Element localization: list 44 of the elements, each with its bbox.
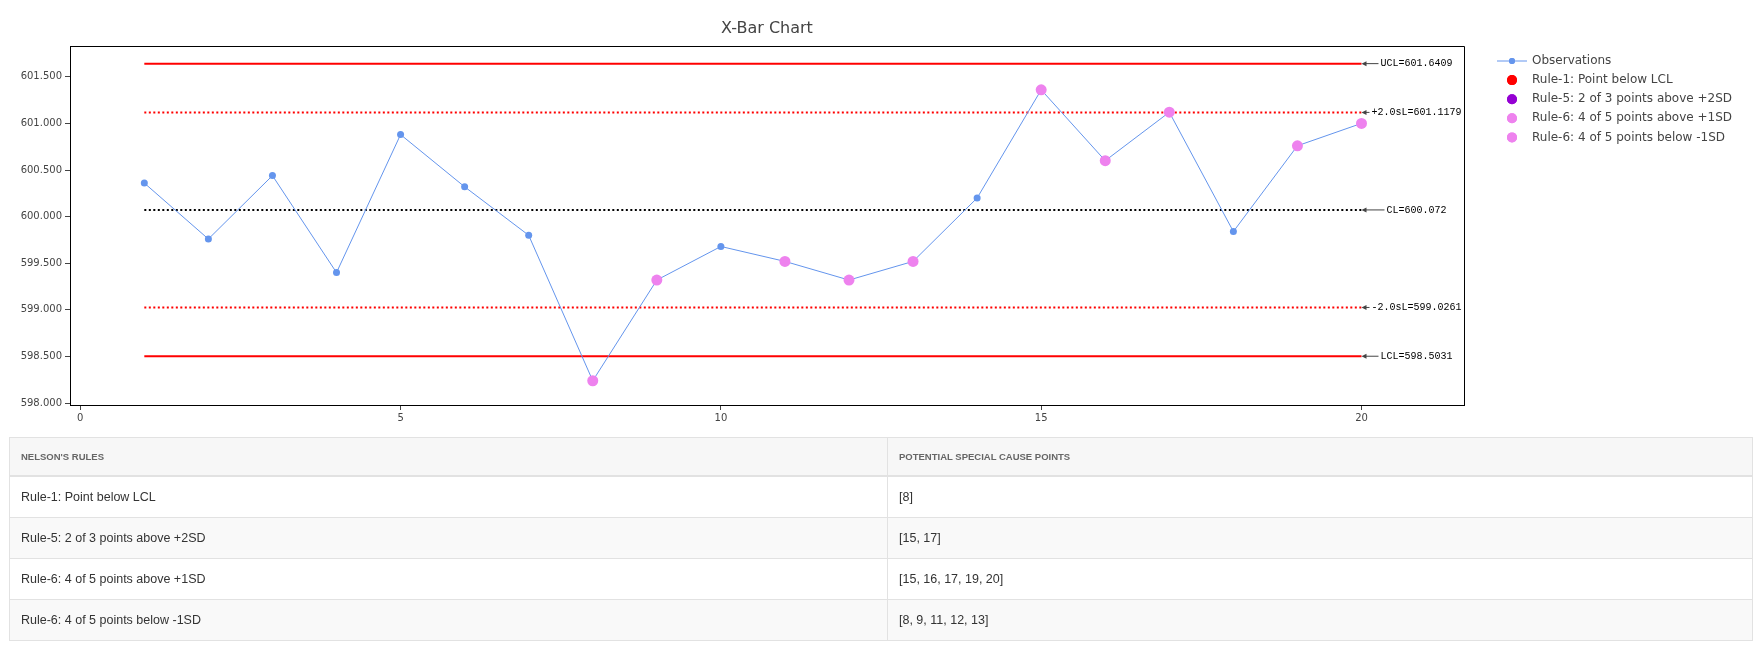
- point: [140, 179, 148, 187]
- x-tick-label: 5: [397, 411, 404, 423]
- x-tick-label: 10: [714, 411, 728, 423]
- point: [717, 242, 725, 250]
- point: [525, 231, 533, 239]
- y-tick-label: 601.500: [20, 70, 62, 82]
- point: [973, 194, 981, 202]
- text: Rule-1: Point below LCL: [9, 476, 888, 518]
- y-tick-label: 598.000: [20, 396, 62, 408]
- ref-line-label: CL=600.072: [1386, 204, 1447, 216]
- legend-label: Rule-6: 4 of 5 points below -1SD: [1532, 129, 1726, 144]
- y-tick-label: 598.500: [20, 350, 62, 362]
- text: Rule-6: 4 of 5 points above +1SD: [9, 558, 888, 600]
- text: [15, 16, 17, 19, 20]: [887, 558, 1753, 600]
- text: [15, 17]: [887, 517, 1753, 559]
- ref-line-label: -2.0sL=599.0261: [1371, 302, 1462, 314]
- x-tick-label: 20: [1355, 411, 1368, 423]
- text: Rule-6: 4 of 5 points below -1SD: [9, 599, 888, 641]
- point: [204, 235, 212, 243]
- ref-line-label: UCL=601.6409: [1380, 58, 1453, 70]
- x-tick-label: 0: [77, 411, 84, 423]
- legend-label: Observations: [1532, 53, 1612, 68]
- legend-label: Rule-1: Point below LCL: [1532, 72, 1673, 87]
- point: [461, 183, 469, 191]
- y-tick-label: 600.500: [20, 163, 62, 175]
- x-tick-label: 15: [1034, 411, 1048, 423]
- y-tick-label: 599.000: [20, 303, 62, 315]
- point: [1229, 228, 1237, 236]
- text: Rule-5: 2 of 3 points above +2SD: [9, 517, 888, 559]
- text: [8, 9, 11, 12, 13]: [887, 599, 1753, 641]
- point: [397, 131, 405, 139]
- legend-label: Rule-5: 2 of 3 points above +2SD: [1532, 91, 1733, 106]
- ref-line-label: +2.0sL=601.1179: [1371, 107, 1462, 119]
- text: [8]: [887, 476, 1753, 518]
- point: [268, 172, 276, 180]
- legend-label: Rule-6: 4 of 5 points above +1SD: [1532, 110, 1733, 125]
- chart-title: X-Bar Chart: [721, 18, 813, 38]
- point: [333, 269, 340, 277]
- text: NELSON'S RULES: [9, 437, 888, 476]
- y-tick-label: 601.000: [20, 116, 62, 128]
- text: POTENTIAL SPECIAL CAUSE POINTS: [887, 437, 1753, 476]
- y-tick-label: 600.000: [20, 210, 62, 222]
- y-tick-label: 599.500: [20, 256, 62, 268]
- ref-line-label: LCL=598.5031: [1380, 350, 1453, 362]
